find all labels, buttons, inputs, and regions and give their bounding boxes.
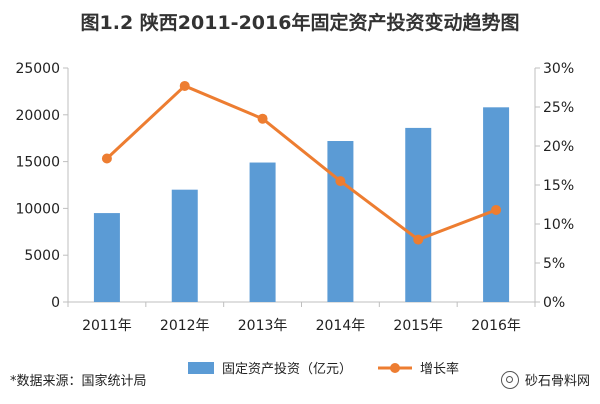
x-tick-label: 2013年	[238, 318, 288, 334]
x-tick-label: 2012年	[160, 318, 210, 334]
legend-bar-label: 固定资产投资（亿元）	[222, 361, 352, 377]
y-right-tick-label: 30%	[543, 61, 574, 77]
y-left-tick-label: 10000	[15, 201, 60, 217]
x-tick-label: 2011年	[82, 318, 132, 334]
y-left-tick-label: 20000	[15, 108, 60, 124]
bar-5	[405, 127, 432, 303]
y-left-tick-label: 25000	[15, 61, 60, 77]
y-right-tick-label: 10%	[543, 217, 574, 233]
growth-rate-point-2	[179, 80, 190, 91]
x-tick-label: 2016年	[471, 318, 521, 334]
bar-1	[93, 213, 120, 302]
y-right-tick-label: 15%	[543, 178, 574, 194]
y-right-tick-label: 20%	[543, 139, 574, 155]
x-tick-label: 2015年	[393, 318, 443, 334]
x-tick-label: 2014年	[316, 318, 366, 334]
bar-6	[483, 107, 510, 302]
wechat-icon	[500, 370, 519, 389]
legend-line-marker	[390, 363, 400, 373]
y-left-tick-label: 15000	[15, 155, 60, 171]
chart-title: 图1.2 陕西2011-2016年固定资产投资变动趋势图	[80, 12, 520, 34]
y-right-tick-label: 0%	[543, 295, 565, 311]
y-left-tick-label: 0	[51, 295, 60, 311]
bar-2	[171, 189, 198, 302]
legend-bar-swatch	[188, 362, 214, 374]
bar-4	[327, 141, 354, 302]
growth-rate-point-6	[491, 204, 502, 215]
y-right-tick-label: 5%	[543, 256, 565, 272]
legend-line-label: 增长率	[420, 361, 459, 377]
brand-text: 砂石骨料网	[524, 374, 590, 389]
growth-rate-point-5	[413, 234, 424, 245]
growth-rate-point-1	[101, 153, 112, 164]
growth-rate-line	[105, 84, 497, 242]
source-note: *数据来源：国家统计局	[10, 374, 147, 389]
y-right-tick-label: 25%	[543, 100, 574, 116]
y-left-tick-label: 5000	[24, 248, 60, 264]
growth-rate-point-4	[335, 176, 346, 187]
bar-3	[249, 162, 276, 302]
brand: 砂石骨料网	[500, 370, 590, 389]
growth-rate-point-3	[257, 113, 268, 124]
